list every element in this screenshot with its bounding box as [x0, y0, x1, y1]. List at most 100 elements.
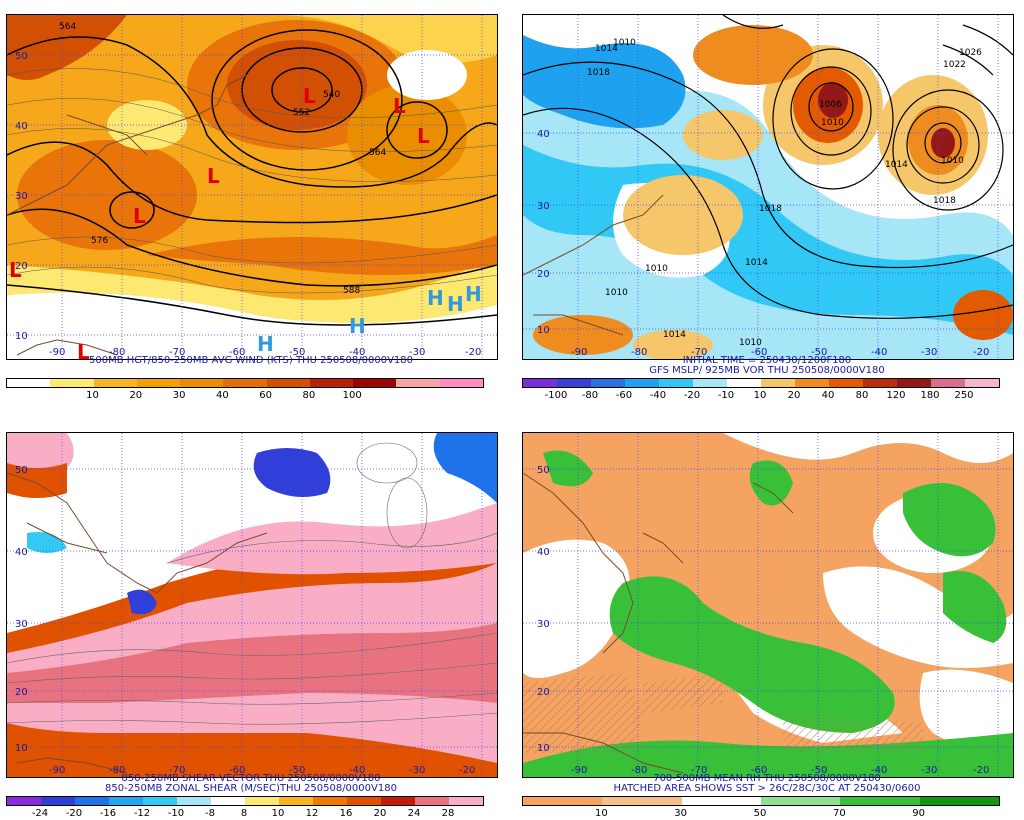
colorbar-label: 50 — [753, 808, 767, 819]
lon-label: -30 — [921, 765, 937, 776]
lon-label: -40 — [349, 765, 365, 776]
lon-label: -60 — [751, 347, 767, 358]
lon-label: -30 — [409, 765, 425, 776]
lat-label: 30 — [537, 619, 550, 630]
lat-label: 10 — [15, 331, 28, 342]
colorbar-label: -80 — [581, 390, 599, 401]
lon-label: -40 — [349, 347, 365, 358]
colorbar-label: 100 — [342, 390, 362, 401]
colorbar-label: 30 — [674, 808, 688, 819]
colorbar-label: 70 — [832, 808, 846, 819]
colorbar-swatch — [449, 797, 483, 805]
high-pressure-marker: H — [447, 292, 464, 316]
colorbar-label: 120 — [886, 390, 906, 401]
lat-label: 40 — [15, 547, 28, 558]
contour-label: 1026 — [959, 48, 982, 58]
colorbar-swatch — [863, 379, 897, 387]
lat-label: 50 — [15, 51, 28, 62]
colorbar-swatch — [143, 797, 177, 805]
colorbar-label: 20 — [787, 390, 801, 401]
colorbar-label: 180 — [920, 390, 940, 401]
shear-panel: 50 40 30 20 10 -90 -80 -70 -60 -50 -40 -… — [6, 418, 498, 819]
lat-label: 20 — [537, 687, 550, 698]
lon-label: -70 — [691, 765, 707, 776]
lat-label: 50 — [537, 465, 550, 476]
contour-label: 1014 — [745, 258, 768, 268]
contour-label: 1010 — [613, 38, 636, 48]
colorbar-label: 8 — [240, 808, 248, 819]
lat-label: 10 — [537, 743, 550, 754]
shear-colorbar-labels: -24 -20 -16 -12 -10 -8 8 10 12 16 20 24 28 — [6, 808, 482, 820]
contour-label: 1018 — [933, 196, 956, 206]
colorbar-swatch — [177, 797, 211, 805]
contour-label: 1010 — [739, 338, 762, 348]
colorbar-swatch — [931, 379, 965, 387]
colorbar-label: 10 — [753, 390, 767, 401]
colorbar-label: 80 — [855, 390, 869, 401]
colorbar-label: 80 — [302, 390, 316, 401]
contour-label: 564 — [59, 22, 76, 32]
colorbar-swatch — [761, 379, 795, 387]
colorbar-swatch — [109, 797, 143, 805]
colorbar-label: -10 — [717, 390, 735, 401]
vorticity-colorbar — [522, 378, 1000, 388]
lon-label: -20 — [465, 347, 481, 358]
low-pressure-marker: L — [393, 94, 406, 118]
contour-label: 1022 — [943, 60, 966, 70]
lat-label: 30 — [15, 619, 28, 630]
contour-label: 1010 — [645, 264, 668, 274]
lon-label: -80 — [109, 765, 125, 776]
rh-panel: 50 40 30 20 10 -90 -80 -70 -60 -50 -40 -… — [522, 418, 1014, 819]
colorbar-swatch — [180, 379, 224, 387]
colorbar-label: -100 — [544, 390, 568, 401]
colorbar-swatch — [523, 797, 603, 805]
contour-label: 564 — [369, 148, 386, 158]
vorticity-map-graphic: 40 30 20 10 -90 -80 -70 -60 -50 -40 -30 … — [523, 15, 1013, 359]
colorbar-swatch — [919, 797, 999, 805]
lon-label: -50 — [289, 347, 305, 358]
colorbar-label: 20 — [373, 808, 387, 819]
low-pressure-marker: L — [133, 204, 146, 228]
colorbar-swatch — [557, 379, 591, 387]
lon-label: -60 — [229, 347, 245, 358]
contour-label: 1010 — [605, 288, 628, 298]
lat-label: 50 — [15, 465, 28, 476]
low-pressure-marker: L — [207, 164, 220, 188]
colorbar-label: -10 — [167, 808, 185, 819]
colorbar-swatch — [693, 379, 727, 387]
contour-label: 1014 — [663, 330, 686, 340]
colorbar-swatch — [50, 379, 94, 387]
colorbar-label: 10 — [86, 390, 99, 401]
shear-colorbar — [6, 796, 484, 806]
lon-label: -30 — [409, 347, 425, 358]
colorbar-swatch — [7, 797, 41, 805]
colorbar-label: -20 — [683, 390, 701, 401]
lon-label: -80 — [109, 347, 125, 358]
lat-label: 40 — [537, 129, 550, 140]
shear-map: 50 40 30 20 10 -90 -80 -70 -60 -50 -40 -… — [6, 432, 498, 778]
colorbar-swatch — [223, 379, 267, 387]
colorbar-label: -60 — [615, 390, 633, 401]
lon-label: -20 — [973, 347, 989, 358]
lat-label: 10 — [537, 325, 550, 336]
lon-label: -90 — [49, 765, 65, 776]
colorbar-swatch — [415, 797, 449, 805]
colorbar-swatch — [211, 797, 245, 805]
lat-label: 20 — [15, 261, 28, 272]
colorbar-label: -20 — [65, 808, 83, 819]
vorticity-panel: 40 30 20 10 -90 -80 -70 -60 -50 -40 -30 … — [522, 0, 1014, 401]
colorbar-label: 24 — [407, 808, 421, 819]
wind-panel: 50 40 30 20 10 -90 -80 -70 -60 -50 -40 -… — [6, 0, 498, 401]
colorbar-swatch — [602, 797, 682, 805]
colorbar-label: -12 — [133, 808, 151, 819]
contour-label: 576 — [91, 236, 108, 246]
colorbar-label: 30 — [172, 390, 186, 401]
lon-label: -60 — [751, 765, 767, 776]
colorbar-swatch — [93, 379, 137, 387]
lon-label: -90 — [49, 347, 65, 358]
wind-map-graphic: 50 40 30 20 10 -90 -80 -70 -60 -50 -40 -… — [7, 15, 497, 359]
low-pressure-marker: L — [303, 84, 316, 108]
colorbar-swatch — [439, 379, 483, 387]
lon-label: -90 — [571, 347, 587, 358]
lon-label: -20 — [459, 765, 475, 776]
